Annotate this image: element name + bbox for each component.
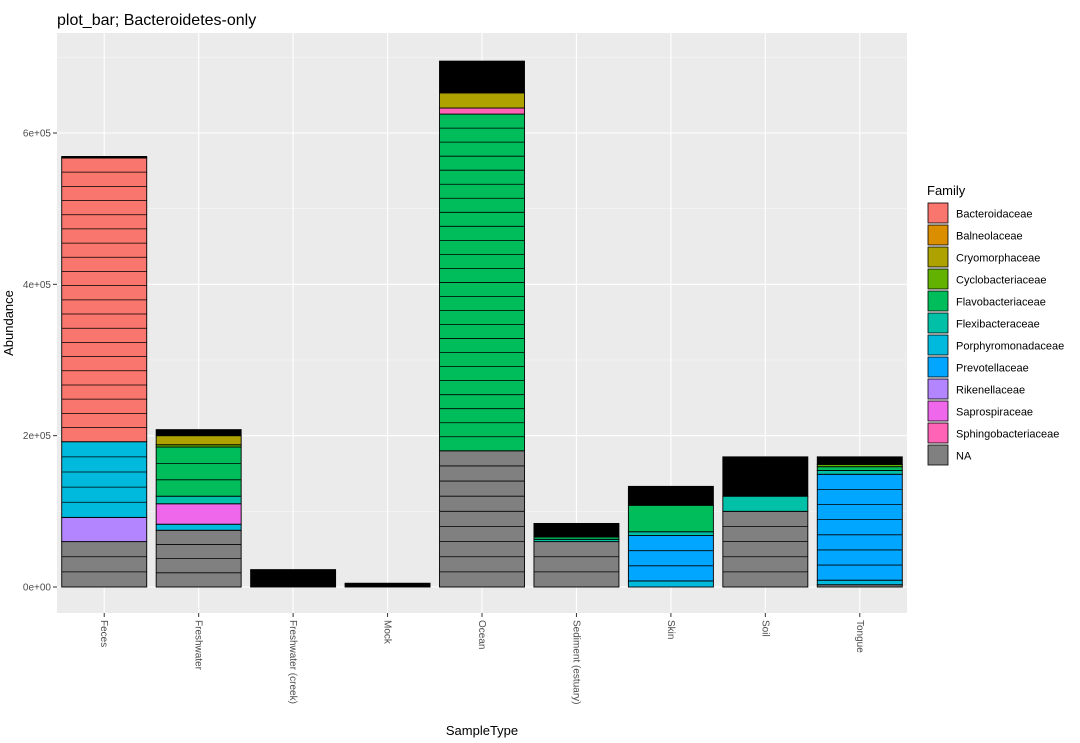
bar-segment [250, 569, 337, 588]
bar-segment [61, 516, 148, 543]
bar-segment [627, 485, 714, 506]
y-tick-label: 4e+05 [23, 280, 52, 291]
legend-swatch [927, 290, 949, 312]
bar-segment [816, 473, 903, 581]
bar-segment [155, 495, 242, 505]
legend-swatch [927, 444, 949, 466]
bar-segment [627, 580, 714, 588]
bar-segment [439, 107, 525, 115]
legend-swatch [927, 312, 949, 334]
bar-segment [155, 503, 242, 525]
x-tick-label: Soil [759, 620, 770, 637]
bar-segment [155, 523, 242, 531]
legend-title: Family [927, 183, 966, 198]
legend-swatch [927, 378, 949, 400]
y-axis: 0e+00 2e+05 4e+05 6e+05 [23, 129, 57, 594]
bars [61, 60, 903, 588]
bar-segment [533, 541, 620, 588]
bar-segment [627, 531, 714, 536]
bar-segment [722, 495, 809, 512]
bar-segment [439, 450, 525, 588]
x-tick-label: Sediment (estuary) [570, 620, 581, 704]
x-tick-label: Tongue [854, 620, 865, 653]
legend-swatch [927, 356, 949, 378]
legend-label: Porphyromonadaceae [956, 341, 1064, 353]
x-tick-label: Feces [98, 620, 109, 647]
y-tick-label: 6e+05 [23, 129, 52, 140]
legend-label: Saprospiraceae [956, 407, 1033, 419]
bar-segment [155, 435, 242, 446]
bar-segment [61, 441, 148, 518]
x-tick-label: Freshwater (creek) [287, 620, 298, 704]
legend-label: Sphingobacteriaceae [956, 429, 1059, 441]
bar-segment [155, 429, 242, 437]
legend-label: Bacteroidaceae [956, 209, 1032, 221]
bar-segment [627, 535, 714, 582]
y-tick-label: 0e+00 [23, 583, 52, 594]
legend-swatch [927, 400, 949, 422]
chart-title: plot_bar; Bacteroidetes-only [57, 12, 256, 29]
x-tick-label: Skin [665, 620, 676, 639]
bar-segment [344, 582, 431, 588]
x-tick-label: Ocean [476, 620, 487, 649]
legend-label: Balneolaceae [956, 231, 1023, 243]
y-axis-title: Abundance [1, 290, 16, 356]
bar-segment [627, 504, 714, 533]
legend-label: Cyclobacteriaceae [956, 275, 1047, 287]
bar-segment [439, 92, 525, 109]
bar-segment [816, 466, 903, 471]
x-tick-label: Mock [382, 620, 393, 645]
legend-label: Cryomorphaceae [956, 253, 1040, 265]
x-axis-title: SampleType [446, 723, 518, 738]
legend-swatch [927, 202, 949, 224]
legend: Family Bacteroidaceae Balneolaceae Cryomor… [927, 183, 1064, 466]
legend-label: Rikenellaceae [956, 385, 1025, 397]
x-tick-label: Freshwater [193, 620, 204, 671]
bar-segment [816, 470, 903, 475]
legend-swatch [927, 224, 949, 246]
bar-segment [816, 579, 903, 586]
bar-segment [533, 522, 620, 538]
y-tick-label: 2e+05 [23, 431, 52, 442]
legend-swatch [927, 246, 949, 268]
legend-swatch [927, 334, 949, 356]
legend-label: Flavobacteriaceae [956, 297, 1046, 309]
bar-segment [722, 510, 809, 588]
legend-swatch [927, 422, 949, 444]
bar-segment [816, 456, 903, 465]
bar-segment [155, 446, 242, 497]
bar-segment [61, 541, 148, 588]
x-axis: Feces Freshwater Freshwater (creek) Mock Oce… [98, 613, 865, 704]
legend-swatch [927, 268, 949, 290]
legend-label: NA [956, 451, 972, 463]
bar-segment [61, 156, 148, 159]
legend-label: Flexibacteraceae [956, 319, 1040, 331]
legend-label: Prevotellaceae [956, 363, 1029, 375]
